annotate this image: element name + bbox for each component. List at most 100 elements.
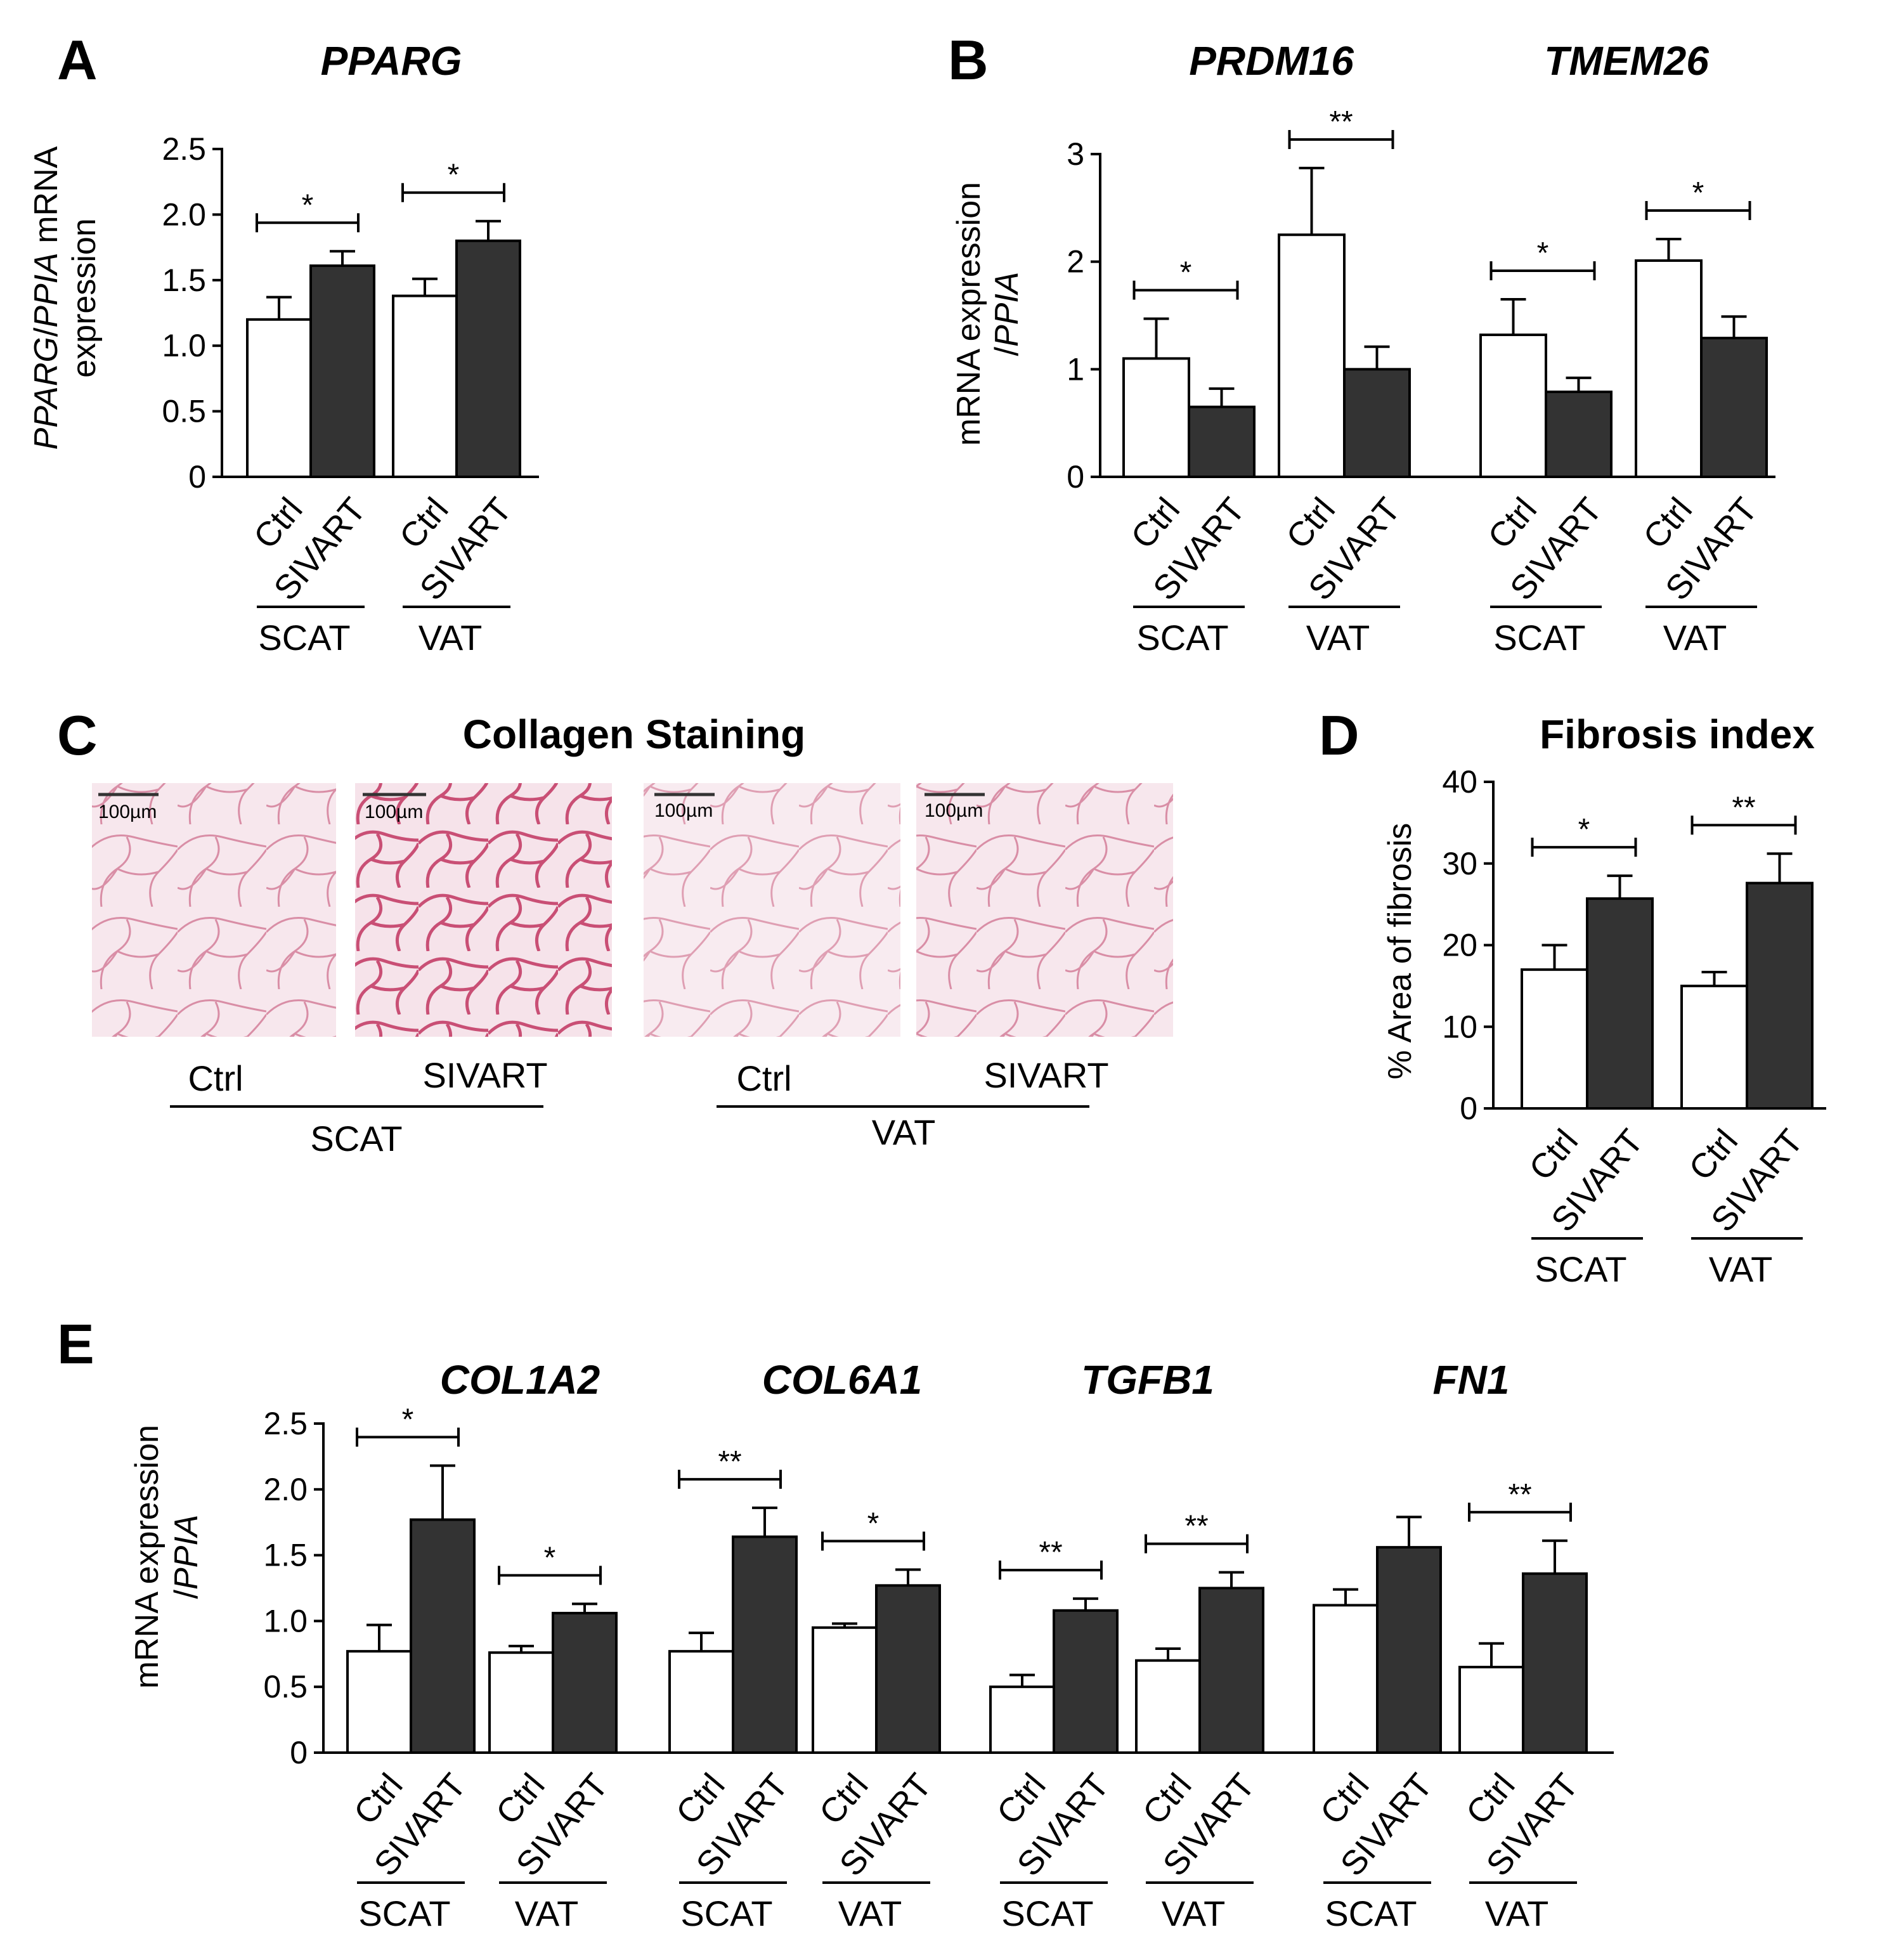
significance-label: * (1537, 237, 1549, 270)
significance-label: * (544, 1541, 556, 1574)
bar-ctrl (1521, 968, 1588, 1110)
panel-letter-d: D (1319, 704, 1360, 767)
group-label: SCAT (680, 1893, 772, 1933)
bar-sivart (1198, 1587, 1264, 1754)
y-tick-label: 0 (290, 1735, 308, 1770)
bar-sivart (875, 1584, 941, 1754)
bar-ctrl (488, 1651, 554, 1755)
panel-d-title: Fibrosis index (1540, 711, 1815, 757)
group-label: SCAT (1136, 618, 1228, 658)
y-tick-label: 2.0 (162, 197, 206, 232)
significance-label: * (867, 1507, 879, 1540)
group-label: SCAT (258, 618, 350, 658)
bar-sivart (1545, 390, 1613, 478)
y-axis-label: /PPIA (168, 1515, 205, 1599)
bar-sivart (1343, 368, 1411, 478)
bar-sivart (732, 1535, 798, 1754)
bar-ctrl (1479, 334, 1547, 478)
bar-sivart (1522, 1572, 1588, 1755)
panel-e-title-fn1: FN1 (1433, 1357, 1510, 1403)
y-tick-label: 1 (1067, 351, 1084, 387)
histology-image-vat-ctrl (644, 783, 900, 1037)
panel-c-title: Collagen Staining (463, 711, 805, 757)
histology-image-vat-sivart (916, 783, 1173, 1037)
significance-label: ** (1508, 1478, 1531, 1512)
y-tick-label: 0 (1067, 459, 1084, 495)
panel-letter-a: A (57, 29, 98, 91)
group-label: SCAT (1535, 1249, 1626, 1289)
panel-b-title-tmem26: TMEM26 (1544, 38, 1709, 84)
panel-letter-e: E (57, 1313, 94, 1375)
group-label: VAT (1663, 618, 1727, 658)
y-tick-label: 3 (1067, 136, 1084, 172)
bar-sivart (1053, 1609, 1119, 1754)
bar-ctrl (1458, 1666, 1524, 1755)
bar-ctrl (989, 1685, 1055, 1754)
group-label: VAT (1709, 1249, 1773, 1289)
bar-ctrl (1680, 984, 1748, 1110)
group-label: VAT (419, 618, 483, 658)
bar-sivart (455, 239, 521, 478)
scale-bar-label: 100µm (98, 802, 157, 822)
bar-sivart (1586, 897, 1654, 1110)
y-tick-label: 2 (1067, 244, 1084, 280)
y-tick-label: 1.0 (162, 328, 206, 363)
bar-ctrl (1635, 259, 1703, 478)
bar-ctrl (346, 1650, 412, 1754)
significance-label: * (1692, 176, 1704, 210)
histology-image-scat-sivart (355, 783, 612, 1037)
histology-label-sivart: SIVART (983, 1055, 1108, 1095)
y-tick-label: 0.5 (162, 394, 206, 429)
y-tick-label: 40 (1442, 764, 1477, 800)
group-label: SCAT (1493, 618, 1585, 658)
y-tick-label: 30 (1442, 846, 1477, 881)
y-axis-label: expression (66, 218, 103, 377)
y-axis-label: PPARG/PPIA mRNA (28, 146, 65, 450)
y-tick-label: 0 (1460, 1091, 1477, 1126)
bar-sivart (309, 264, 375, 478)
y-tick-label: 2.5 (162, 131, 206, 167)
y-tick-label: 2.0 (263, 1472, 308, 1507)
scale-bar-label: 100µm (654, 800, 713, 821)
group-label: SCAT (358, 1893, 450, 1933)
panel-e-title-col6a1: COL6A1 (762, 1357, 923, 1403)
y-tick-label: 0 (188, 459, 206, 495)
histology-label-ctrl: Ctrl (188, 1058, 243, 1098)
bar-sivart (1700, 337, 1768, 478)
significance-label: * (1578, 813, 1590, 847)
histology-group-scat: SCAT (310, 1119, 402, 1158)
scale-bar-label: 100µm (925, 800, 983, 821)
group-label: SCAT (1325, 1893, 1417, 1933)
bar-sivart (1188, 405, 1256, 479)
y-tick-label: 2.5 (263, 1406, 308, 1441)
significance-label: ** (1329, 105, 1353, 139)
y-axis-label: mRNA expression (129, 1425, 165, 1689)
bar-ctrl (1278, 233, 1346, 478)
bar-ctrl (392, 294, 458, 478)
histology-panel: 100µm 100µm 100µm 100µm Ctrl SIVART Ctrl… (92, 783, 1173, 1158)
bar-ctrl (1313, 1604, 1379, 1755)
scale-bar-label: 100µm (365, 802, 423, 822)
group-label: VAT (1485, 1893, 1549, 1933)
y-tick-label: 20 (1442, 928, 1477, 963)
group-label: VAT (1306, 618, 1370, 658)
significance-label: * (1180, 256, 1192, 290)
significance-label: ** (718, 1445, 741, 1479)
histology-image-scat-ctrl (92, 783, 336, 1037)
significance-label: * (402, 1403, 414, 1436)
panel-letter-c: C (57, 704, 98, 767)
y-tick-label: 1.0 (263, 1603, 308, 1639)
bar-sivart (1376, 1546, 1442, 1755)
significance-label: ** (1184, 1510, 1208, 1543)
histology-group-vat: VAT (872, 1112, 936, 1152)
bar-ctrl (812, 1626, 878, 1755)
panel-a-title: PPARG (321, 38, 462, 84)
panel-letter-b: B (948, 29, 989, 91)
y-tick-label: 1.5 (162, 263, 206, 298)
y-tick-label: 10 (1442, 1009, 1477, 1044)
significance-label: ** (1039, 1536, 1062, 1569)
histology-label-ctrl: Ctrl (736, 1058, 791, 1098)
